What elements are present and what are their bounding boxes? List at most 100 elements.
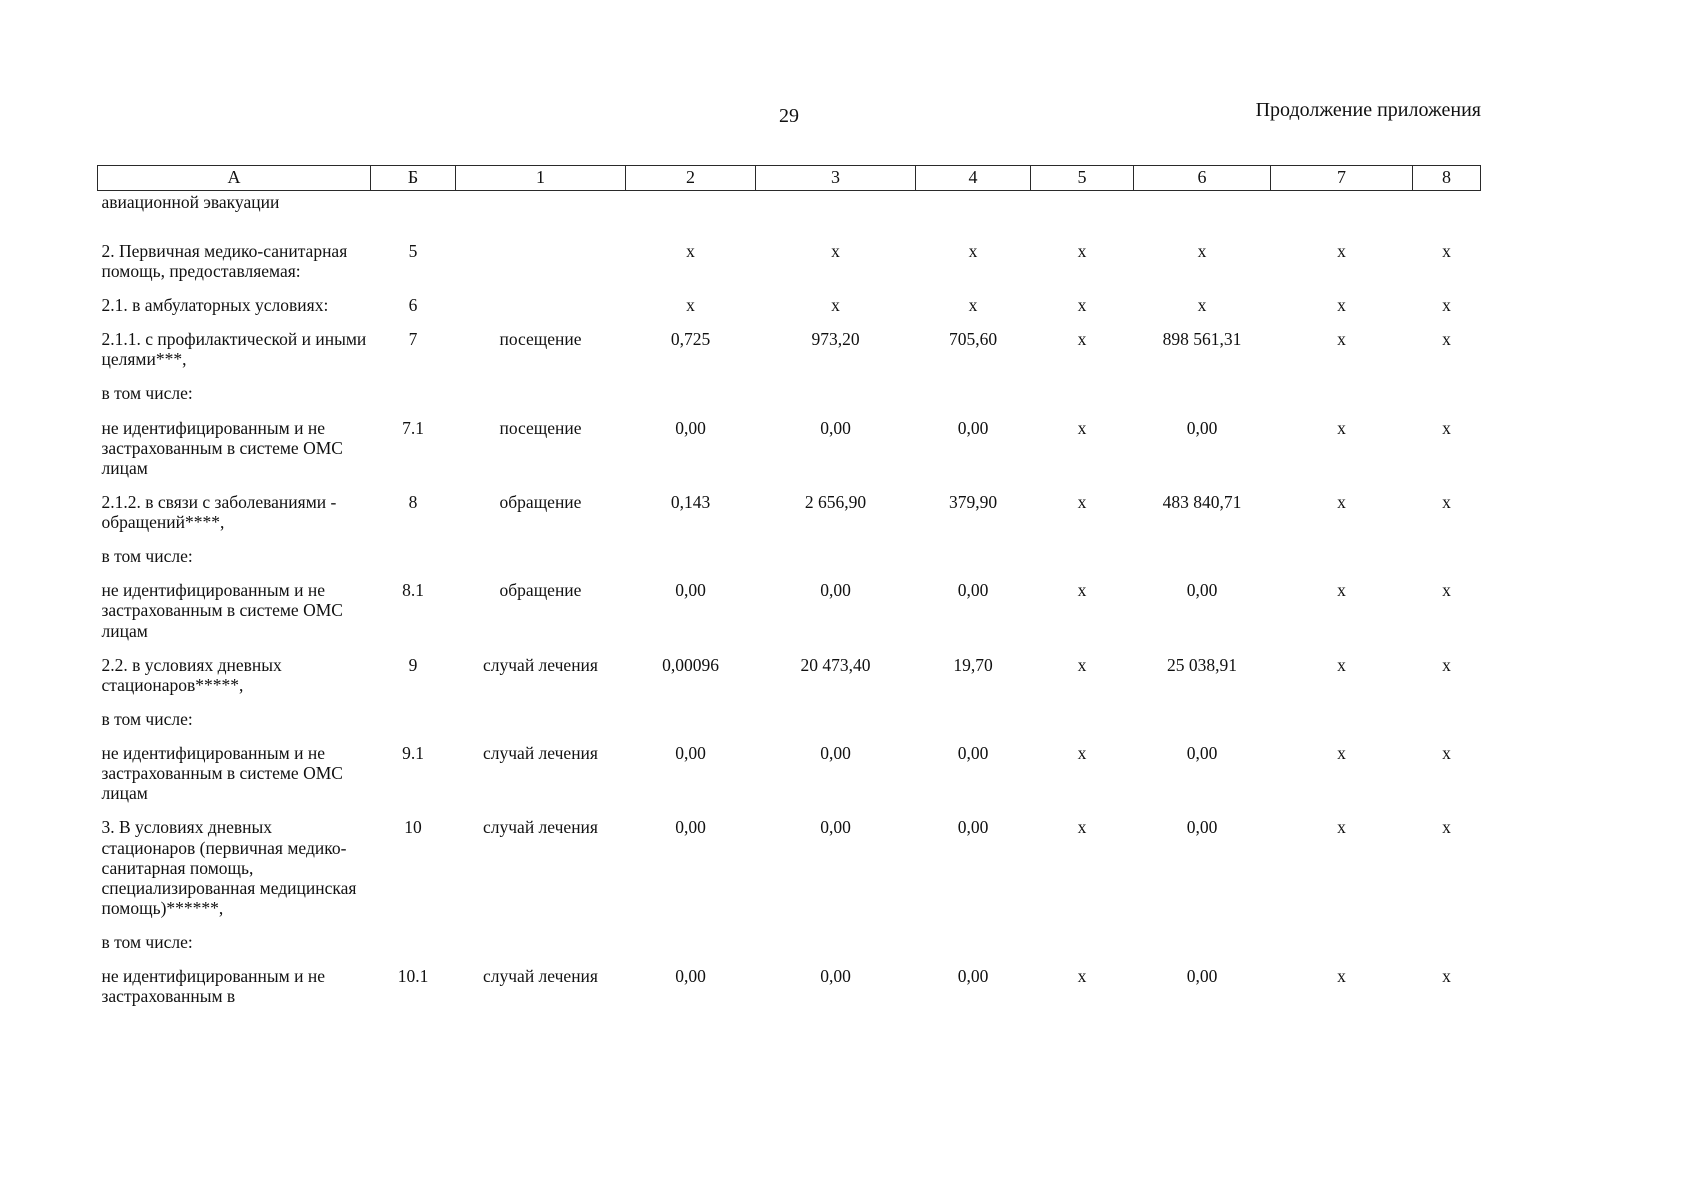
value-cell: х (686, 295, 695, 316)
table-row: в том числе: (98, 702, 1481, 736)
value-cell (1031, 190, 1134, 234)
column-header-б: Б (370, 165, 456, 191)
value-cell (1031, 539, 1134, 573)
value-cell: х (1442, 240, 1451, 261)
value-cell: 0,00 (1186, 580, 1218, 601)
row-label-cell: не идентифицированным и не застрахованны… (101, 966, 325, 1007)
value-cell: х (1197, 295, 1207, 316)
value-cell: 2 656,90 (804, 491, 867, 512)
value-cell: х (1077, 654, 1087, 675)
value-cell: 0,00 (1186, 817, 1218, 838)
table-row: не идентифицированным и не застрахованны… (98, 736, 1481, 810)
value-cell: 8.1 (402, 580, 424, 601)
value-cell: х (1442, 654, 1451, 675)
table-row: 2.2. в условиях дневных стационаров*****… (98, 648, 1481, 702)
table-row: 2. Первичная медико-санитарная помощь, п… (98, 234, 1481, 288)
value-cell: 0,00 (820, 580, 851, 601)
value-cell: х (1442, 817, 1451, 838)
value-cell: х (1337, 329, 1346, 350)
value-cell (626, 925, 756, 959)
row-label-cell: 2.2. в условиях дневных стационаров*****… (101, 654, 282, 695)
row-label-cell: авиационной эвакуации (101, 191, 280, 212)
value-cell (1134, 702, 1271, 736)
value-cell (1271, 539, 1413, 573)
table-row: в том числе: (98, 376, 1481, 410)
value-cell: х (1442, 295, 1451, 316)
value-cell: х (1077, 817, 1087, 838)
value-cell: 0,00 (957, 580, 989, 601)
value-cell: случай лечения (483, 654, 598, 675)
value-cell: 379,90 (948, 491, 998, 512)
value-cell: х (1077, 743, 1087, 764)
value-cell: случай лечения (483, 743, 598, 764)
value-cell: 0,00 (957, 817, 989, 838)
value-cell: 10.1 (397, 966, 429, 987)
column-header-7: 7 (1270, 165, 1413, 191)
value-cell (1271, 702, 1413, 736)
table-row: 3. В условиях дневных стационаров (перви… (98, 810, 1481, 925)
row-label-cell: в том числе: (101, 708, 193, 729)
row-label-cell: в том числе: (101, 383, 193, 404)
row-label-cell: не идентифицированным и не застрахованны… (101, 743, 343, 804)
value-cell: х (1077, 580, 1087, 601)
value-cell: х (1077, 417, 1087, 438)
value-cell (1031, 702, 1134, 736)
value-cell: х (1337, 491, 1346, 512)
value-cell (916, 539, 1031, 573)
value-cell (756, 702, 916, 736)
column-header-а: А (97, 165, 371, 191)
value-cell (456, 539, 626, 573)
value-cell (1271, 190, 1413, 234)
value-cell: 7 (408, 329, 418, 350)
row-label-cell: 2.1. в амбулаторных условиях: (101, 295, 329, 316)
value-cell: 19,70 (953, 654, 993, 675)
value-cell: 0,00 (820, 743, 851, 764)
value-cell: 5 (408, 240, 418, 261)
row-label-cell: 2.1.1. с профилактической и иными целями… (101, 329, 367, 370)
table-row: не идентифицированным и не застрахованны… (98, 573, 1481, 647)
value-cell: случай лечения (483, 817, 598, 838)
value-cell (756, 925, 916, 959)
value-cell: 0,00 (820, 417, 851, 438)
value-cell (456, 288, 626, 322)
value-cell: х (1197, 240, 1207, 261)
table-row: не идентифицированным и не застрахованны… (98, 411, 1481, 485)
value-cell: 10 (404, 817, 422, 838)
table-row: 2.1.1. с профилактической и иными целями… (98, 322, 1481, 376)
column-header-2: 2 (625, 165, 756, 191)
value-cell: х (1337, 817, 1346, 838)
value-cell: х (1337, 966, 1346, 987)
value-cell: х (1337, 743, 1346, 764)
value-cell: посещение (499, 329, 582, 350)
value-cell: х (1442, 966, 1451, 987)
value-cell: х (968, 240, 978, 261)
value-cell: 898 561,31 (1162, 329, 1242, 350)
value-cell: х (686, 240, 695, 261)
value-cell: 0,00096 (662, 654, 719, 675)
value-cell: 0,00 (1186, 417, 1218, 438)
value-cell: 9 (408, 654, 418, 675)
appendix-continuation-label: Продолжение приложения (1255, 99, 1481, 121)
value-cell: х (1337, 654, 1346, 675)
value-cell: 0,00 (675, 743, 706, 764)
value-cell: 6 (408, 295, 418, 316)
value-cell: х (1337, 240, 1346, 261)
value-cell: 0,00 (1186, 966, 1218, 987)
value-cell (456, 925, 626, 959)
value-cell (1413, 190, 1481, 234)
value-cell: 0,00 (675, 817, 706, 838)
value-cell: посещение (499, 417, 582, 438)
value-cell: обращение (499, 491, 582, 512)
page-number: 29 (779, 105, 799, 127)
row-label-cell: не идентифицированным и не застрахованны… (101, 580, 343, 641)
value-cell (1413, 376, 1481, 410)
table-row: в том числе: (98, 539, 1481, 573)
value-cell: 0,00 (957, 966, 989, 987)
value-cell: 0,00 (957, 417, 989, 438)
value-cell: х (968, 295, 978, 316)
column-header-3: 3 (755, 165, 916, 191)
value-cell (1134, 539, 1271, 573)
value-cell: 0,00 (820, 966, 851, 987)
